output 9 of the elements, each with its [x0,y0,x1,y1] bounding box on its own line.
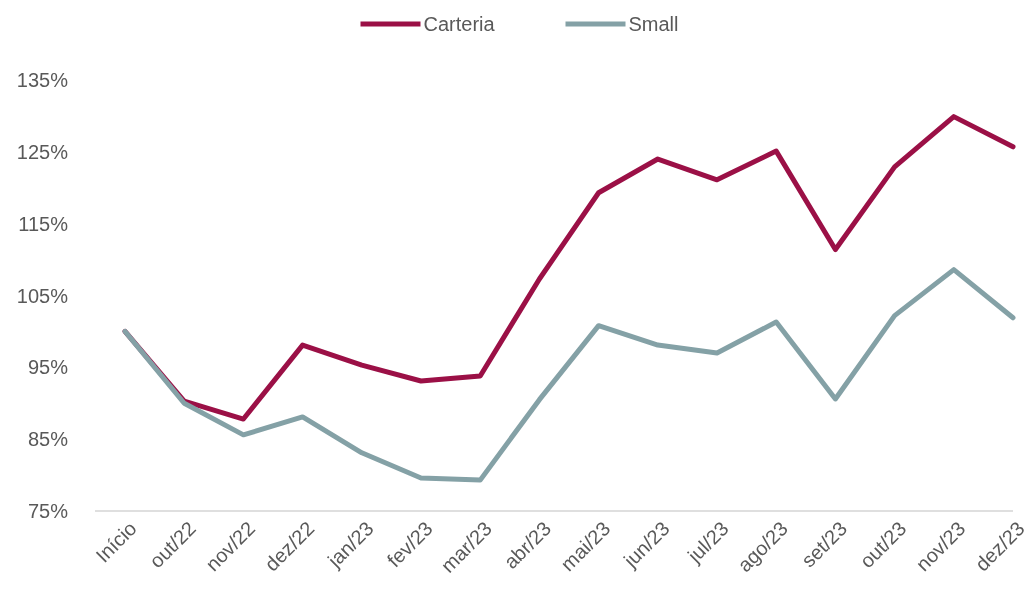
y-tick-label: 85% [27,428,69,451]
y-tick-label: 135% [16,69,69,91]
y-tick-label: 125% [16,140,69,163]
y-tick-label: 95% [27,356,69,379]
legend-label: Carteria [423,13,496,35]
y-tick-label: 105% [16,284,69,307]
legend-label: Small [628,13,679,35]
y-tick-label: 115% [18,212,69,235]
y-tick-label: 75% [27,500,69,522]
